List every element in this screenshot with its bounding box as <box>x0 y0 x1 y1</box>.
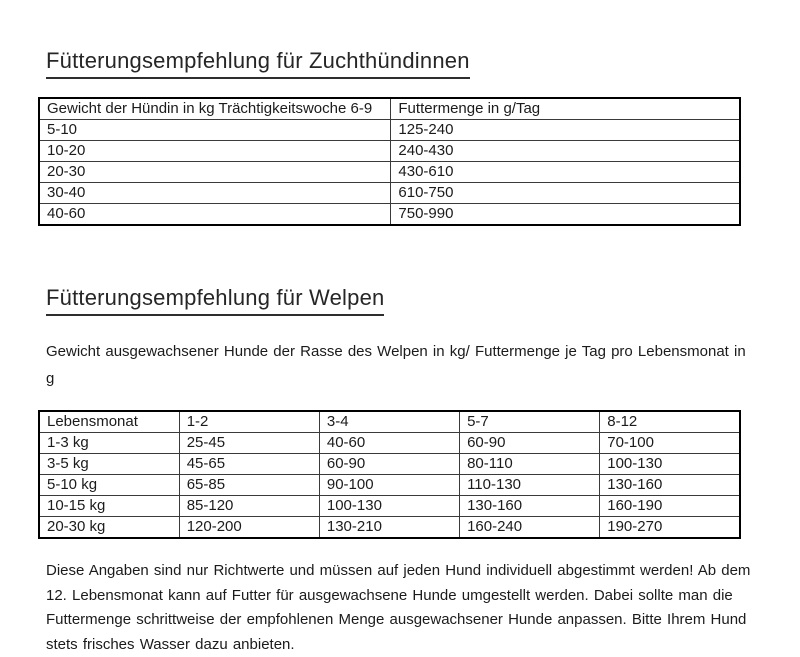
table-cell: 160-240 <box>459 516 601 539</box>
table-cell: 750-990 <box>390 203 741 226</box>
table-row: 5-10 125-240 <box>38 119 741 141</box>
table-cell: 610-750 <box>390 182 741 204</box>
column-header: 5-7 <box>459 410 601 433</box>
table-cell: 40-60 <box>318 432 461 454</box>
footnote-paragraph: Diese Angaben sind nur Richtwerte und mü… <box>46 562 751 653</box>
table-cell: 90-100 <box>318 474 461 496</box>
header-row: Gewicht der Hündin in kg Trächtigkeitswo… <box>38 97 741 120</box>
table-cell: 130-210 <box>318 516 461 539</box>
table-row: 30-40 610-750 <box>38 182 741 204</box>
column-header: Lebensmonat <box>38 410 180 433</box>
table-zuchthuendinnen-header: Gewicht der Hündin in kg Trächtigkeitswo… <box>38 97 741 120</box>
section-title-zuchthuendinnen-text: Fütterungsempfehlung für Zuchthündinnen <box>46 48 470 79</box>
table-cell: 20-30 <box>38 161 392 183</box>
table-cell: 60-90 <box>459 432 601 454</box>
column-header: 8-12 <box>599 410 741 433</box>
table-cell: 60-90 <box>318 453 461 475</box>
column-header: 3-4 <box>318 410 461 433</box>
section-title-zuchthuendinnen: Fütterungsempfehlung für Zuchthündinnen <box>46 48 776 79</box>
table-welpen-header: Lebensmonat 1-2 3-4 5-7 8-12 <box>38 410 741 433</box>
header-row: Lebensmonat 1-2 3-4 5-7 8-12 <box>38 410 741 433</box>
table-row: 40-60 750-990 <box>38 203 741 226</box>
table-cell: 100-130 <box>318 495 461 517</box>
section-title-welpen: Fütterungsempfehlung für Welpen <box>46 285 776 316</box>
table-row: 20-30 kg 120-200 130-210 160-240 190-270 <box>38 516 741 539</box>
table-cell: 130-160 <box>459 495 601 517</box>
column-header: Gewicht der Hündin in kg Trächtigkeitswo… <box>38 97 392 120</box>
table-cell: 30-40 <box>38 182 392 204</box>
table-welpen-body: 1-3 kg 25-45 40-60 60-90 70-100 3-5 kg 45-65 60… <box>38 432 741 539</box>
table-cell: 110-130 <box>459 474 601 496</box>
table-cell: 100-130 <box>599 453 741 475</box>
table-cell: 20-30 kg <box>38 516 180 539</box>
column-header: Futtermenge in g/Tag <box>390 97 741 120</box>
table-cell: 40-60 <box>38 203 392 226</box>
table-row: 10-20 240-430 <box>38 140 741 162</box>
table-cell: 70-100 <box>599 432 741 454</box>
table-cell: 430-610 <box>390 161 741 183</box>
table-cell: 5-10 kg <box>38 474 180 496</box>
table-cell: 5-10 <box>38 119 392 141</box>
table-cell: 10-15 kg <box>38 495 180 517</box>
table-cell: 80-110 <box>459 453 601 475</box>
table-row: 1-3 kg 25-45 40-60 60-90 70-100 <box>38 432 741 454</box>
table-cell: 120-200 <box>178 516 320 539</box>
table-zuchthuendinnen: Gewicht der Hündin in kg Trächtigkeitswo… <box>38 97 741 226</box>
table-cell: 1-3 kg <box>38 432 180 454</box>
table-cell: 45-65 <box>178 453 320 475</box>
table-cell: 65-85 <box>178 474 320 496</box>
table-row: 20-30 430-610 <box>38 161 741 183</box>
table-cell: 10-20 <box>38 140 392 162</box>
section-title-welpen-text: Fütterungsempfehlung für Welpen <box>46 285 385 316</box>
table-cell: 240-430 <box>390 140 741 162</box>
table-welpen: Lebensmonat 1-2 3-4 5-7 8-12 1-3 kg 25-45 40-6… <box>38 410 741 539</box>
welpen-table-description: Gewicht ausgewachsener Hunde der Rasse d… <box>46 343 746 387</box>
table-cell: 25-45 <box>178 432 320 454</box>
table-row: 3-5 kg 45-65 60-90 80-110 100-130 <box>38 453 741 475</box>
table-cell: 160-190 <box>599 495 741 517</box>
table-zuchthuendinnen-body: 5-10 125-240 10-20 240-430 20-30 430-610 30-40… <box>38 119 741 226</box>
table-row: 5-10 kg 65-85 90-100 110-130 130-160 <box>38 474 741 496</box>
table-cell: 125-240 <box>390 119 741 141</box>
table-cell: 85-120 <box>178 495 320 517</box>
table-row: 10-15 kg 85-120 100-130 130-160 160-190 <box>38 495 741 517</box>
table-cell: 130-160 <box>599 474 741 496</box>
table-cell: 190-270 <box>599 516 741 539</box>
table-cell: 3-5 kg <box>38 453 180 475</box>
column-header: 1-2 <box>178 410 320 433</box>
